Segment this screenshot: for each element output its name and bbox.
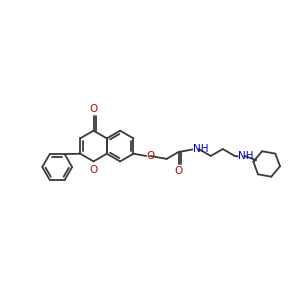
Text: NH: NH: [193, 144, 208, 154]
Text: O: O: [89, 104, 98, 114]
Text: O: O: [175, 166, 183, 176]
Text: O: O: [147, 151, 155, 161]
Text: NH: NH: [238, 151, 254, 161]
Text: O: O: [89, 165, 97, 175]
